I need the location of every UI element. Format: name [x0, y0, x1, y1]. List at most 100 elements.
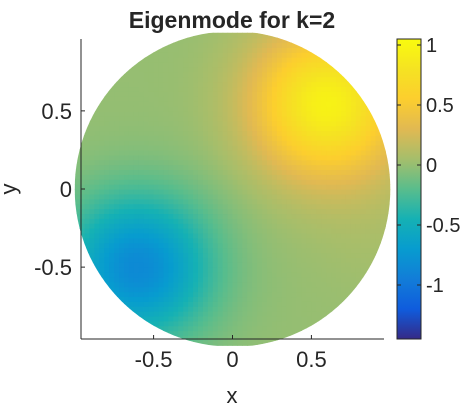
field-cell [202, 66, 209, 73]
field-cell [212, 57, 219, 63]
field-cell [119, 237, 125, 244]
field-cell [340, 169, 347, 175]
field-cell [217, 237, 224, 244]
field-cell [316, 81, 322, 88]
field-cell [143, 320, 150, 327]
field-cell [212, 340, 219, 346]
field-cell [168, 286, 174, 293]
field-cell [202, 286, 209, 293]
field-cell [202, 149, 209, 156]
field-cell [375, 184, 382, 190]
field-cell [99, 154, 105, 161]
field-cell [188, 320, 194, 327]
field-cell [331, 242, 337, 249]
field-cell [237, 218, 243, 224]
field-cell [350, 120, 357, 127]
field-cell [326, 57, 332, 63]
field-cell [257, 198, 263, 205]
field-cell [276, 96, 283, 102]
field-cell [104, 189, 110, 195]
field-cell [252, 145, 258, 151]
field-cell [321, 110, 327, 117]
field-cell [370, 267, 377, 273]
field-cell [153, 184, 160, 190]
field-cell [232, 169, 239, 175]
field-cell [114, 120, 120, 127]
field-cell [311, 208, 317, 215]
field-cell [202, 91, 209, 97]
field-cell [227, 189, 234, 195]
field-cell [257, 286, 263, 293]
field-cell [202, 135, 209, 141]
field-cell [252, 198, 258, 205]
field-cell [276, 262, 283, 268]
field-cell [84, 159, 91, 166]
field-cell [99, 179, 105, 185]
field-cell [237, 96, 243, 102]
field-cell [257, 120, 263, 127]
field-cell [153, 159, 160, 166]
field-cell [79, 242, 86, 249]
field-cell [163, 149, 169, 156]
field-cell [148, 125, 155, 132]
field-cell [271, 179, 278, 185]
field-cell [355, 149, 362, 156]
field-cell [262, 301, 268, 307]
field-cell [158, 62, 165, 68]
field-cell [271, 149, 278, 156]
field-cell [360, 247, 367, 254]
field-cell [119, 115, 125, 122]
field-cell [217, 262, 224, 268]
field-cell [296, 237, 303, 244]
field-cell [296, 232, 303, 239]
field-cell [202, 76, 209, 83]
field-cell [153, 242, 160, 249]
field-cell [188, 325, 194, 332]
field-cell [237, 340, 243, 346]
field-cell [197, 164, 204, 171]
field-cell [99, 149, 105, 156]
field-cell [345, 228, 352, 234]
field-cell [158, 320, 165, 327]
field-cell [306, 140, 313, 146]
field-cell [276, 315, 283, 322]
field-cell [124, 135, 130, 141]
field-cell [183, 247, 189, 254]
field-cell [178, 101, 184, 107]
field-cell [262, 76, 268, 83]
field-cell [242, 71, 248, 78]
field-cell [247, 101, 253, 107]
field-cell [148, 262, 155, 268]
field-cell [197, 335, 204, 341]
colorbar-tick-label: 1 [426, 35, 437, 57]
field-cell [119, 179, 125, 185]
field-cell [138, 296, 145, 302]
field-cell [119, 96, 125, 102]
field-cell [148, 267, 155, 273]
field-cell [202, 164, 209, 171]
field-cell [232, 81, 239, 88]
field-cell [242, 325, 248, 332]
field-cell [281, 301, 288, 307]
field-cell [202, 193, 209, 200]
field-cell [188, 247, 194, 254]
field-cell [188, 47, 194, 53]
field-cell [79, 159, 86, 166]
field-cell [326, 179, 332, 185]
field-cell [128, 145, 135, 151]
field-cell [84, 208, 91, 215]
field-cell [227, 203, 234, 210]
field-cell [173, 281, 179, 288]
field-cell [207, 291, 214, 298]
field-cell [276, 140, 283, 146]
field-cell [355, 257, 362, 263]
field-cell [183, 330, 189, 337]
field-cell [271, 120, 278, 127]
field-cell [178, 86, 184, 92]
field-cell [202, 105, 209, 112]
field-cell [252, 232, 258, 239]
field-cell [281, 252, 288, 258]
field-cell [331, 140, 337, 146]
field-cell [281, 189, 288, 195]
field-cell [385, 140, 391, 146]
